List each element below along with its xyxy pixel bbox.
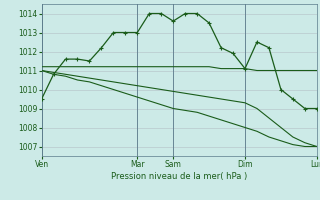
X-axis label: Pression niveau de la mer( hPa ): Pression niveau de la mer( hPa ) <box>111 172 247 181</box>
